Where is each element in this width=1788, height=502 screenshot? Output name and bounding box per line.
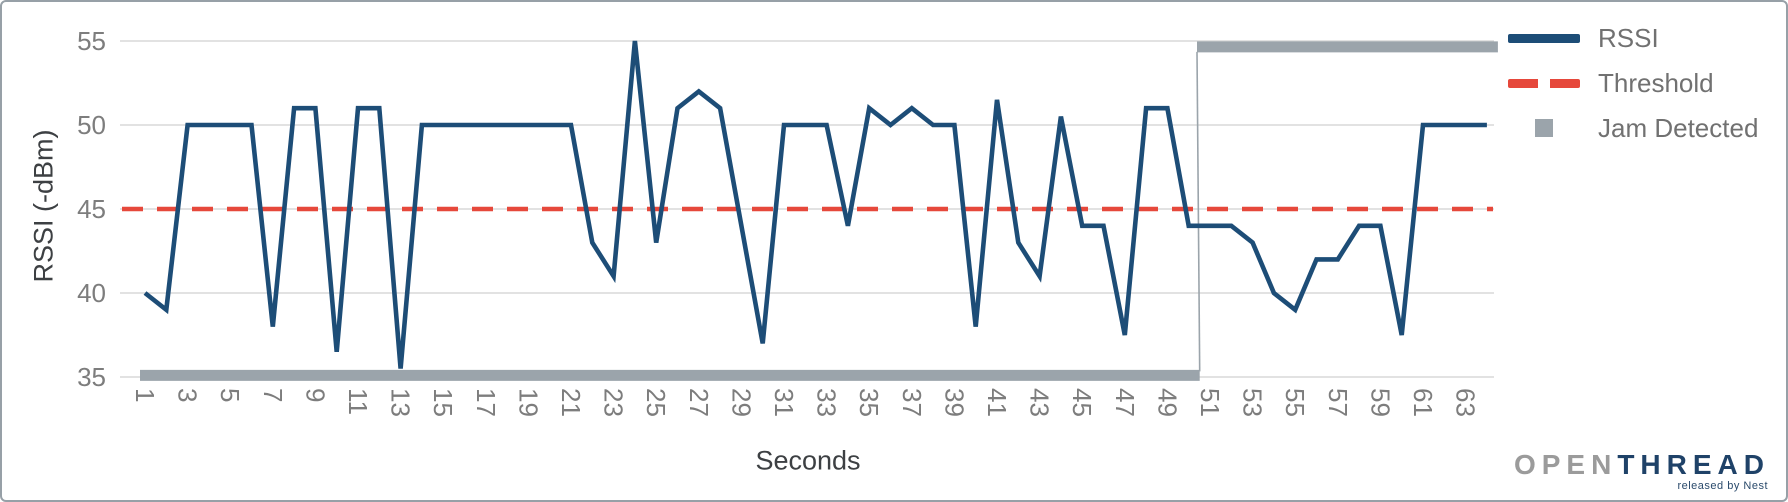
legend-item-jam-detected: Jam Detected: [1508, 112, 1770, 143]
x-tick-label: 49: [1152, 388, 1182, 417]
x-tick-label: 63: [1451, 388, 1481, 417]
x-tick-label: 5: [215, 388, 245, 402]
x-tick-label: 21: [556, 388, 586, 417]
x-tick-label: 45: [1067, 388, 1097, 417]
x-tick-label: 29: [726, 388, 756, 417]
rssi-line-swatch: [1508, 33, 1580, 43]
x-tick-label: 57: [1323, 388, 1353, 417]
x-tick-labels: 1 3 5 7 9 11 13 15 17 19 21 23 25 27 29 31 33 35 37 39 41 43 4…: [130, 388, 1481, 417]
x-tick-label: 61: [1408, 388, 1438, 417]
logo-open-text: OPEN: [1513, 449, 1618, 480]
x-tick-label: 55: [1280, 388, 1310, 417]
legend-label-rssi: RSSI: [1598, 22, 1659, 53]
y-tick-label: 55: [77, 26, 106, 56]
y-tick-label: 40: [77, 278, 106, 308]
x-tick-label: 47: [1110, 388, 1140, 417]
y-axis-title: RSSI (-dBm): [28, 129, 59, 283]
legend: RSSI Threshold Jam Detected: [1508, 22, 1770, 159]
x-tick-label: 53: [1238, 388, 1268, 417]
x-axis-title: Seconds: [755, 445, 861, 476]
x-tick-label: 25: [641, 388, 671, 417]
x-tick-label: 11: [343, 388, 373, 415]
x-tick-label: 23: [599, 388, 629, 417]
logo-tagline: released by Nest: [1677, 480, 1768, 492]
x-tick-label: 9: [300, 388, 330, 402]
x-tick-label: 19: [513, 388, 543, 417]
y-tick-label: 35: [77, 362, 106, 392]
x-tick-label: 35: [854, 388, 884, 417]
legend-label-jam-detected: Jam Detected: [1598, 112, 1759, 143]
x-tick-label: 59: [1365, 388, 1395, 417]
x-tick-label: 39: [939, 388, 969, 417]
x-tick-label: 43: [1025, 388, 1055, 417]
x-tick-label: 37: [897, 388, 927, 417]
logo-thread-text: THREAD: [1617, 449, 1770, 480]
legend-item-threshold: Threshold: [1508, 67, 1770, 98]
x-tick-label: 17: [471, 388, 501, 417]
threshold-dash-swatch: [1508, 78, 1580, 88]
jam-transition-line: [1196, 51, 1201, 372]
x-tick-label: 51: [1195, 388, 1225, 417]
x-tick-label: 15: [428, 388, 458, 417]
y-tick-label: 50: [77, 110, 106, 140]
x-tick-label: 41: [982, 388, 1012, 417]
jam-square-swatch: [1535, 119, 1553, 137]
openthread-logo: OPENTHREAD released by Nest: [1514, 451, 1770, 492]
rssi-line: [143, 40, 1487, 369]
x-tick-label: 27: [684, 388, 714, 417]
legend-label-threshold: Threshold: [1598, 67, 1714, 98]
legend-item-rssi: RSSI: [1508, 22, 1770, 53]
x-tick-label: 33: [812, 388, 842, 417]
y-tick-labels: 55 50 45 40 35: [77, 26, 106, 392]
x-tick-label: 1: [130, 388, 160, 402]
x-tick-label: 3: [173, 388, 203, 402]
jam-detected-series: [140, 41, 1498, 381]
x-tick-label: 7: [258, 388, 288, 402]
x-tick-label: 31: [769, 388, 799, 417]
y-tick-label: 45: [77, 194, 106, 224]
x-tick-label: 13: [386, 388, 416, 417]
